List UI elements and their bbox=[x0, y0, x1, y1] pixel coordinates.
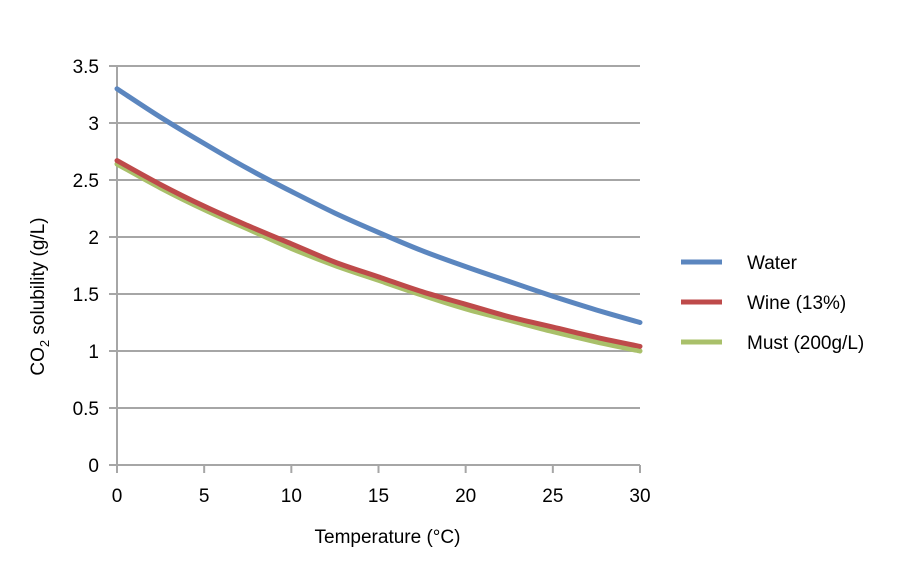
y-tick-label-6: 3 bbox=[88, 114, 99, 135]
y-tick-label-0: 0 bbox=[88, 456, 99, 477]
x-tick-label-0: 0 bbox=[112, 486, 123, 507]
series-line-water bbox=[114, 86, 643, 325]
y-axis-title: CO2 solubility (g/L) bbox=[28, 217, 52, 375]
series-line-wine-13 bbox=[114, 158, 643, 349]
y-axis-title-suffix: solubility (g/L) bbox=[28, 217, 49, 340]
series-lines bbox=[114, 86, 643, 354]
y-tick-label-4: 2 bbox=[88, 228, 99, 249]
x-tick-label-2: 10 bbox=[281, 486, 302, 507]
y-tick-label-5: 2.5 bbox=[73, 171, 99, 192]
x-axis-title: Temperature (°C) bbox=[315, 527, 461, 548]
y-tick-labels: 0 0.5 1 1.5 2 2.5 3 3.5 bbox=[73, 57, 117, 477]
x-tick-label-5: 25 bbox=[542, 486, 563, 507]
axes bbox=[109, 66, 640, 466]
legend: Water Wine (13%) Must (200g/L) bbox=[681, 253, 864, 354]
gridlines bbox=[117, 65, 640, 409]
y-tick-label-1: 0.5 bbox=[73, 399, 99, 420]
x-tick-label-4: 20 bbox=[455, 486, 476, 507]
x-tick-label-3: 15 bbox=[368, 486, 389, 507]
legend-label-water: Water bbox=[747, 253, 798, 274]
x-tick-label-1: 5 bbox=[199, 486, 210, 507]
series-line-must-200g-l bbox=[114, 161, 643, 354]
y-axis-title-prefix: CO bbox=[28, 347, 49, 376]
y-tick-label-7: 3.5 bbox=[73, 57, 99, 78]
y-tick-label-3: 1.5 bbox=[73, 285, 99, 306]
x-tick-label-6: 30 bbox=[629, 486, 650, 507]
x-tick-labels: 0 5 10 15 20 25 30 bbox=[112, 465, 651, 507]
y-tick-label-2: 1 bbox=[88, 342, 99, 363]
y-axis-title-subscript: 2 bbox=[37, 340, 52, 347]
legend-label-wine-13: Wine (13%) bbox=[747, 293, 846, 314]
legend-label-must-200g-l: Must (200g/L) bbox=[747, 333, 864, 354]
